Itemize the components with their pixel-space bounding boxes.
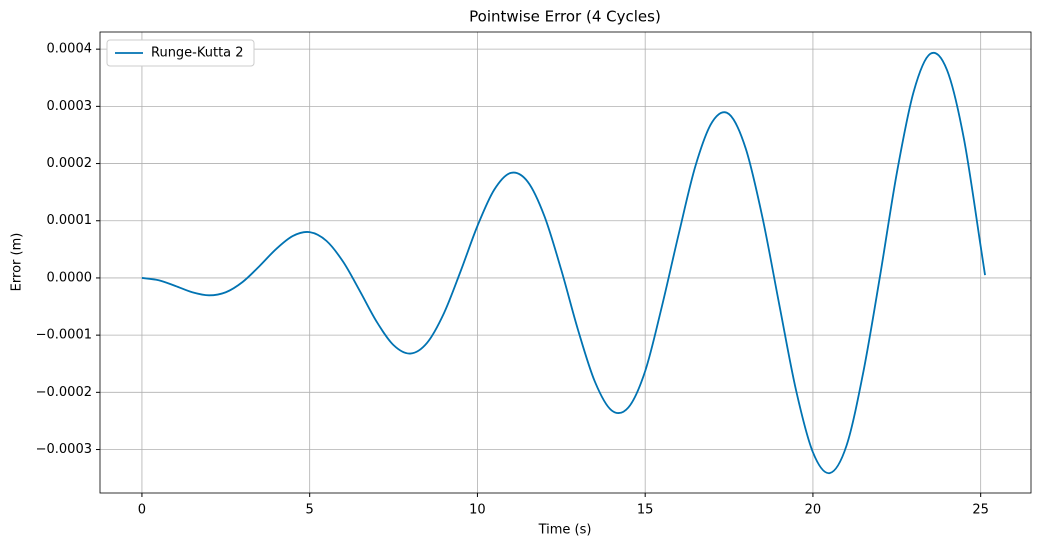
x-tick-label: 10 [469,503,486,518]
y-axis-label: Error (m) [10,233,25,292]
y-tick-label: 0.0003 [47,99,93,114]
x-axis-label: Time (s) [538,523,592,538]
chart-title: Pointwise Error (4 Cycles) [469,8,661,26]
y-tick-label: −0.0003 [36,442,92,457]
y-tick-label: 0.0004 [47,42,93,57]
x-tick-label: 20 [805,503,822,518]
y-tick-label: 0.0002 [47,156,93,171]
y-tick-label: 0.0001 [47,213,93,228]
x-tick-label: 15 [637,503,654,518]
y-tick-label: −0.0002 [36,385,92,400]
data-line [141,51,986,475]
x-tick-label: 0 [138,503,146,518]
x-tick-label: 5 [306,503,314,518]
y-tick-label: 0.0000 [47,270,93,285]
legend-label: Runge-Kutta 2 [151,46,244,61]
plot-frame [99,31,1032,494]
legend-box [106,39,255,67]
y-tick-label: −0.0001 [36,328,92,343]
x-tick-label: 25 [972,503,989,518]
